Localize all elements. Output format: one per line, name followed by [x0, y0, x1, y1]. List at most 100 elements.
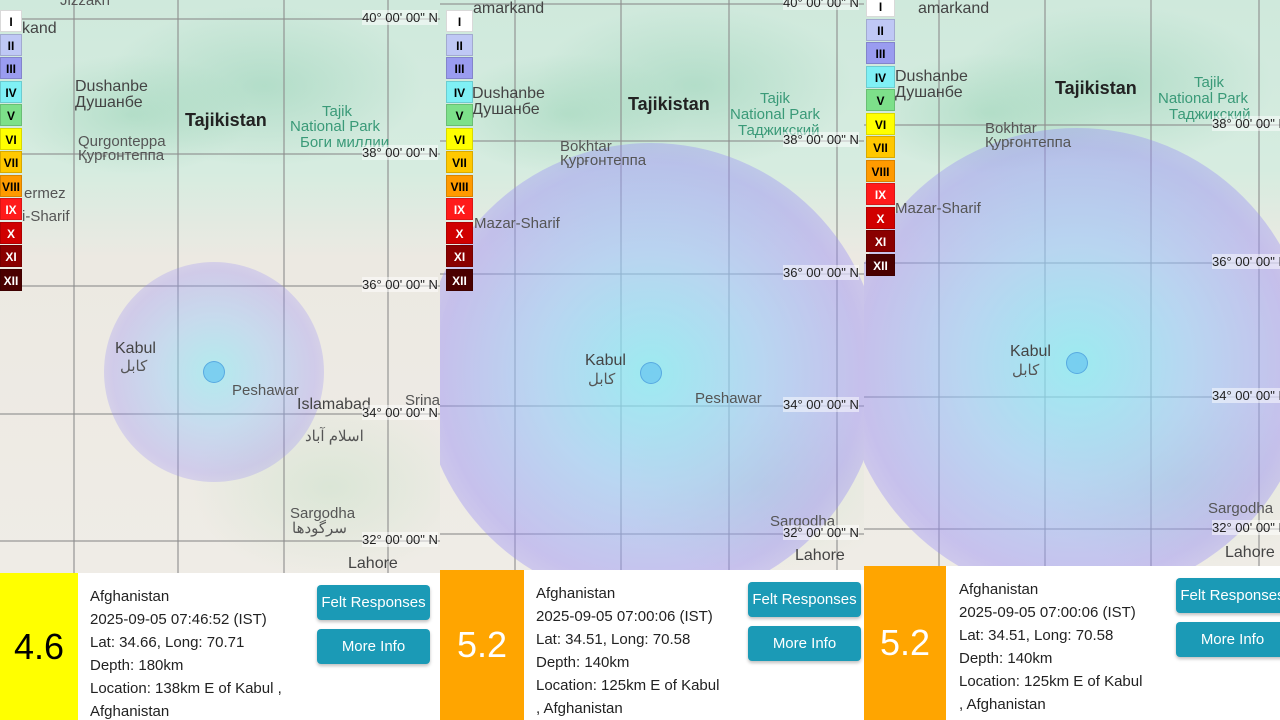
felt-responses-button[interactable]: Felt Responses	[748, 582, 861, 617]
event-location-cont: , Afghanistan	[536, 700, 623, 717]
event-info-card: 4.6 Afghanistan 2025-09-05 07:46:52 (IST…	[0, 573, 440, 720]
event-location: Location: 125km E of Kabul	[536, 677, 720, 694]
place-label-kabul_ar: کابل	[588, 371, 616, 388]
event-location-cont: Afghanistan	[90, 703, 170, 720]
legend-item: I	[446, 10, 473, 32]
place-label-samarkand_2: amarkand	[473, 0, 545, 17]
place-label-kabul: Kabul	[585, 352, 626, 369]
latitude-label: 36° 00' 00" N	[783, 265, 859, 280]
event-location: Location: 138km E of Kabul ,	[90, 680, 282, 697]
latitude-label: 40° 00' 00" N	[783, 0, 859, 10]
place-label-dushanbe_cyr: Душанбе	[895, 84, 963, 101]
place-label-national_park: National Park	[1158, 90, 1249, 107]
place-label-peshawar: Peshawar	[695, 390, 762, 407]
place-label-islamabad_ar: اسلام آباد	[305, 428, 364, 445]
place-label-kabul_ar: کابل	[120, 358, 148, 375]
intensity-map[interactable]: amarkand Dushanbe Душанбе Tajikistan Tajik Na…	[440, 0, 864, 570]
more-info-button[interactable]: More Info	[748, 626, 861, 661]
legend-item: X	[446, 221, 473, 244]
place-label-tajikistan: Tajikistan	[628, 94, 710, 114]
felt-responses-button[interactable]: Felt Responses	[317, 585, 430, 620]
latitude-label: 40° 00' 00" N	[362, 10, 438, 25]
event-depth: Depth: 140km	[959, 650, 1053, 667]
legend-item: VIII	[0, 174, 22, 197]
legend-item: V	[446, 104, 473, 126]
legend-item: XI	[446, 245, 473, 267]
place-label-dushanbe: Dushanbe	[472, 85, 545, 102]
magnitude-badge: 5.2	[864, 566, 946, 720]
latitude-gridline	[0, 153, 440, 155]
legend-item: IX	[446, 198, 473, 220]
event-location-cont: , Afghanistan	[959, 696, 1046, 713]
place-label-lahore: Lahore	[348, 555, 398, 572]
epicenter-marker[interactable]	[1066, 352, 1088, 374]
legend-item: VIII	[446, 174, 473, 197]
intensity-legend: I II III IV V VI VII VIII IX X XI XII	[866, 0, 895, 277]
magnitude-badge: 5.2	[440, 570, 524, 720]
place-label-kabul: Kabul	[1010, 343, 1051, 360]
latitude-label: 36° 00' 00" N	[362, 277, 438, 292]
legend-item: VIII	[866, 159, 895, 182]
legend-item: III	[446, 57, 473, 79]
legend-item: I	[0, 10, 22, 32]
more-info-button[interactable]: More Info	[1176, 622, 1280, 657]
latitude-label: 36° 00' 00" N	[1212, 254, 1280, 269]
place-label-dushanbe_cyr: Душанбе	[75, 94, 143, 111]
event-datetime: 2025-09-05 07:00:06 (IST)	[536, 608, 713, 625]
legend-item: XI	[0, 245, 22, 267]
legend-item: X	[0, 221, 22, 244]
earthquake-panel-3: amarkand Dushanbe Душанбе Tajikistan Tajik Na…	[864, 0, 1280, 720]
place-label-samarkand_2: amarkand	[918, 0, 990, 17]
event-details: Afghanistan 2025-09-05 07:46:52 (IST) La…	[90, 585, 282, 720]
place-label-qurgonteppa_cyr: Қурғонтеппа	[78, 147, 165, 164]
place-label-mazar_partial: i-Sharif	[22, 208, 70, 225]
epicenter-marker[interactable]	[203, 361, 225, 383]
legend-item: VI	[866, 112, 895, 135]
latitude-gridline	[864, 124, 1280, 126]
legend-item: V	[0, 104, 22, 126]
latitude-label: 38° 00' 00" N	[1212, 116, 1280, 131]
latitude-label: 34° 00' 00" N	[783, 397, 859, 412]
event-region: Afghanistan	[90, 588, 170, 605]
place-label-mazar: Mazar-Sharif	[895, 200, 981, 217]
felt-responses-button[interactable]: Felt Responses	[1176, 578, 1280, 613]
place-label-peshawar: Peshawar	[232, 382, 299, 399]
intensity-map[interactable]: amarkand Dushanbe Душанбе Tajikistan Tajik Na…	[864, 0, 1280, 566]
event-datetime: 2025-09-05 07:00:06 (IST)	[959, 604, 1136, 621]
place-label-tajik: Tajik	[1194, 74, 1225, 91]
intensity-map[interactable]: kand Jizzakh Dushanbe Душанбе Tajikistan Taji…	[0, 0, 440, 573]
event-details: Afghanistan 2025-09-05 07:00:06 (IST) La…	[959, 578, 1142, 716]
place-label-bokhtar: Bokhtar	[560, 138, 612, 155]
legend-item: IV	[0, 80, 22, 103]
latitude-label: 38° 00' 00" N	[362, 145, 438, 160]
place-label-lahore: Lahore	[795, 547, 845, 564]
magnitude-badge: 4.6	[0, 573, 78, 720]
latitude-label: 32° 00' 00" N	[783, 525, 859, 540]
intensity-shading	[440, 143, 864, 570]
intensity-legend: I II III IV V VI VII VIII IX X XI XII	[0, 10, 22, 292]
event-location: Location: 125km E of Kabul	[959, 673, 1143, 690]
place-label-srinagar: Srinag	[405, 392, 440, 409]
legend-item: II	[446, 33, 473, 56]
epicenter-marker[interactable]	[640, 362, 662, 384]
place-label-kabul: Kabul	[115, 340, 156, 357]
more-info-button[interactable]: More Info	[317, 629, 430, 664]
place-label-tajikistan: Tajikistan	[1055, 78, 1137, 98]
legend-item: VI	[0, 127, 22, 150]
place-label-qurgonteppa: Qurgonteppa	[78, 133, 166, 150]
legend-item: IX	[866, 183, 895, 205]
place-label-tajik: Tajik	[322, 103, 353, 120]
legend-item: VII	[866, 136, 895, 158]
place-label-dushanbe: Dushanbe	[895, 68, 968, 85]
latitude-gridline	[440, 3, 864, 5]
latitude-label: 32° 00' 00" N	[1212, 520, 1280, 535]
latitude-gridline	[0, 18, 440, 20]
latitude-label: 34° 00' 00" N	[362, 405, 438, 420]
event-depth: Depth: 180km	[90, 657, 184, 674]
latitude-gridline	[440, 140, 864, 142]
place-label-islamabad: Islamabad	[297, 396, 371, 413]
earthquake-panel-1: kand Jizzakh Dushanbe Душанбе Tajikistan Taji…	[0, 0, 440, 720]
legend-item: X	[866, 206, 895, 229]
event-latlong: Lat: 34.51, Long: 70.58	[536, 631, 691, 648]
place-label-dushanbe: Dushanbe	[75, 78, 148, 95]
